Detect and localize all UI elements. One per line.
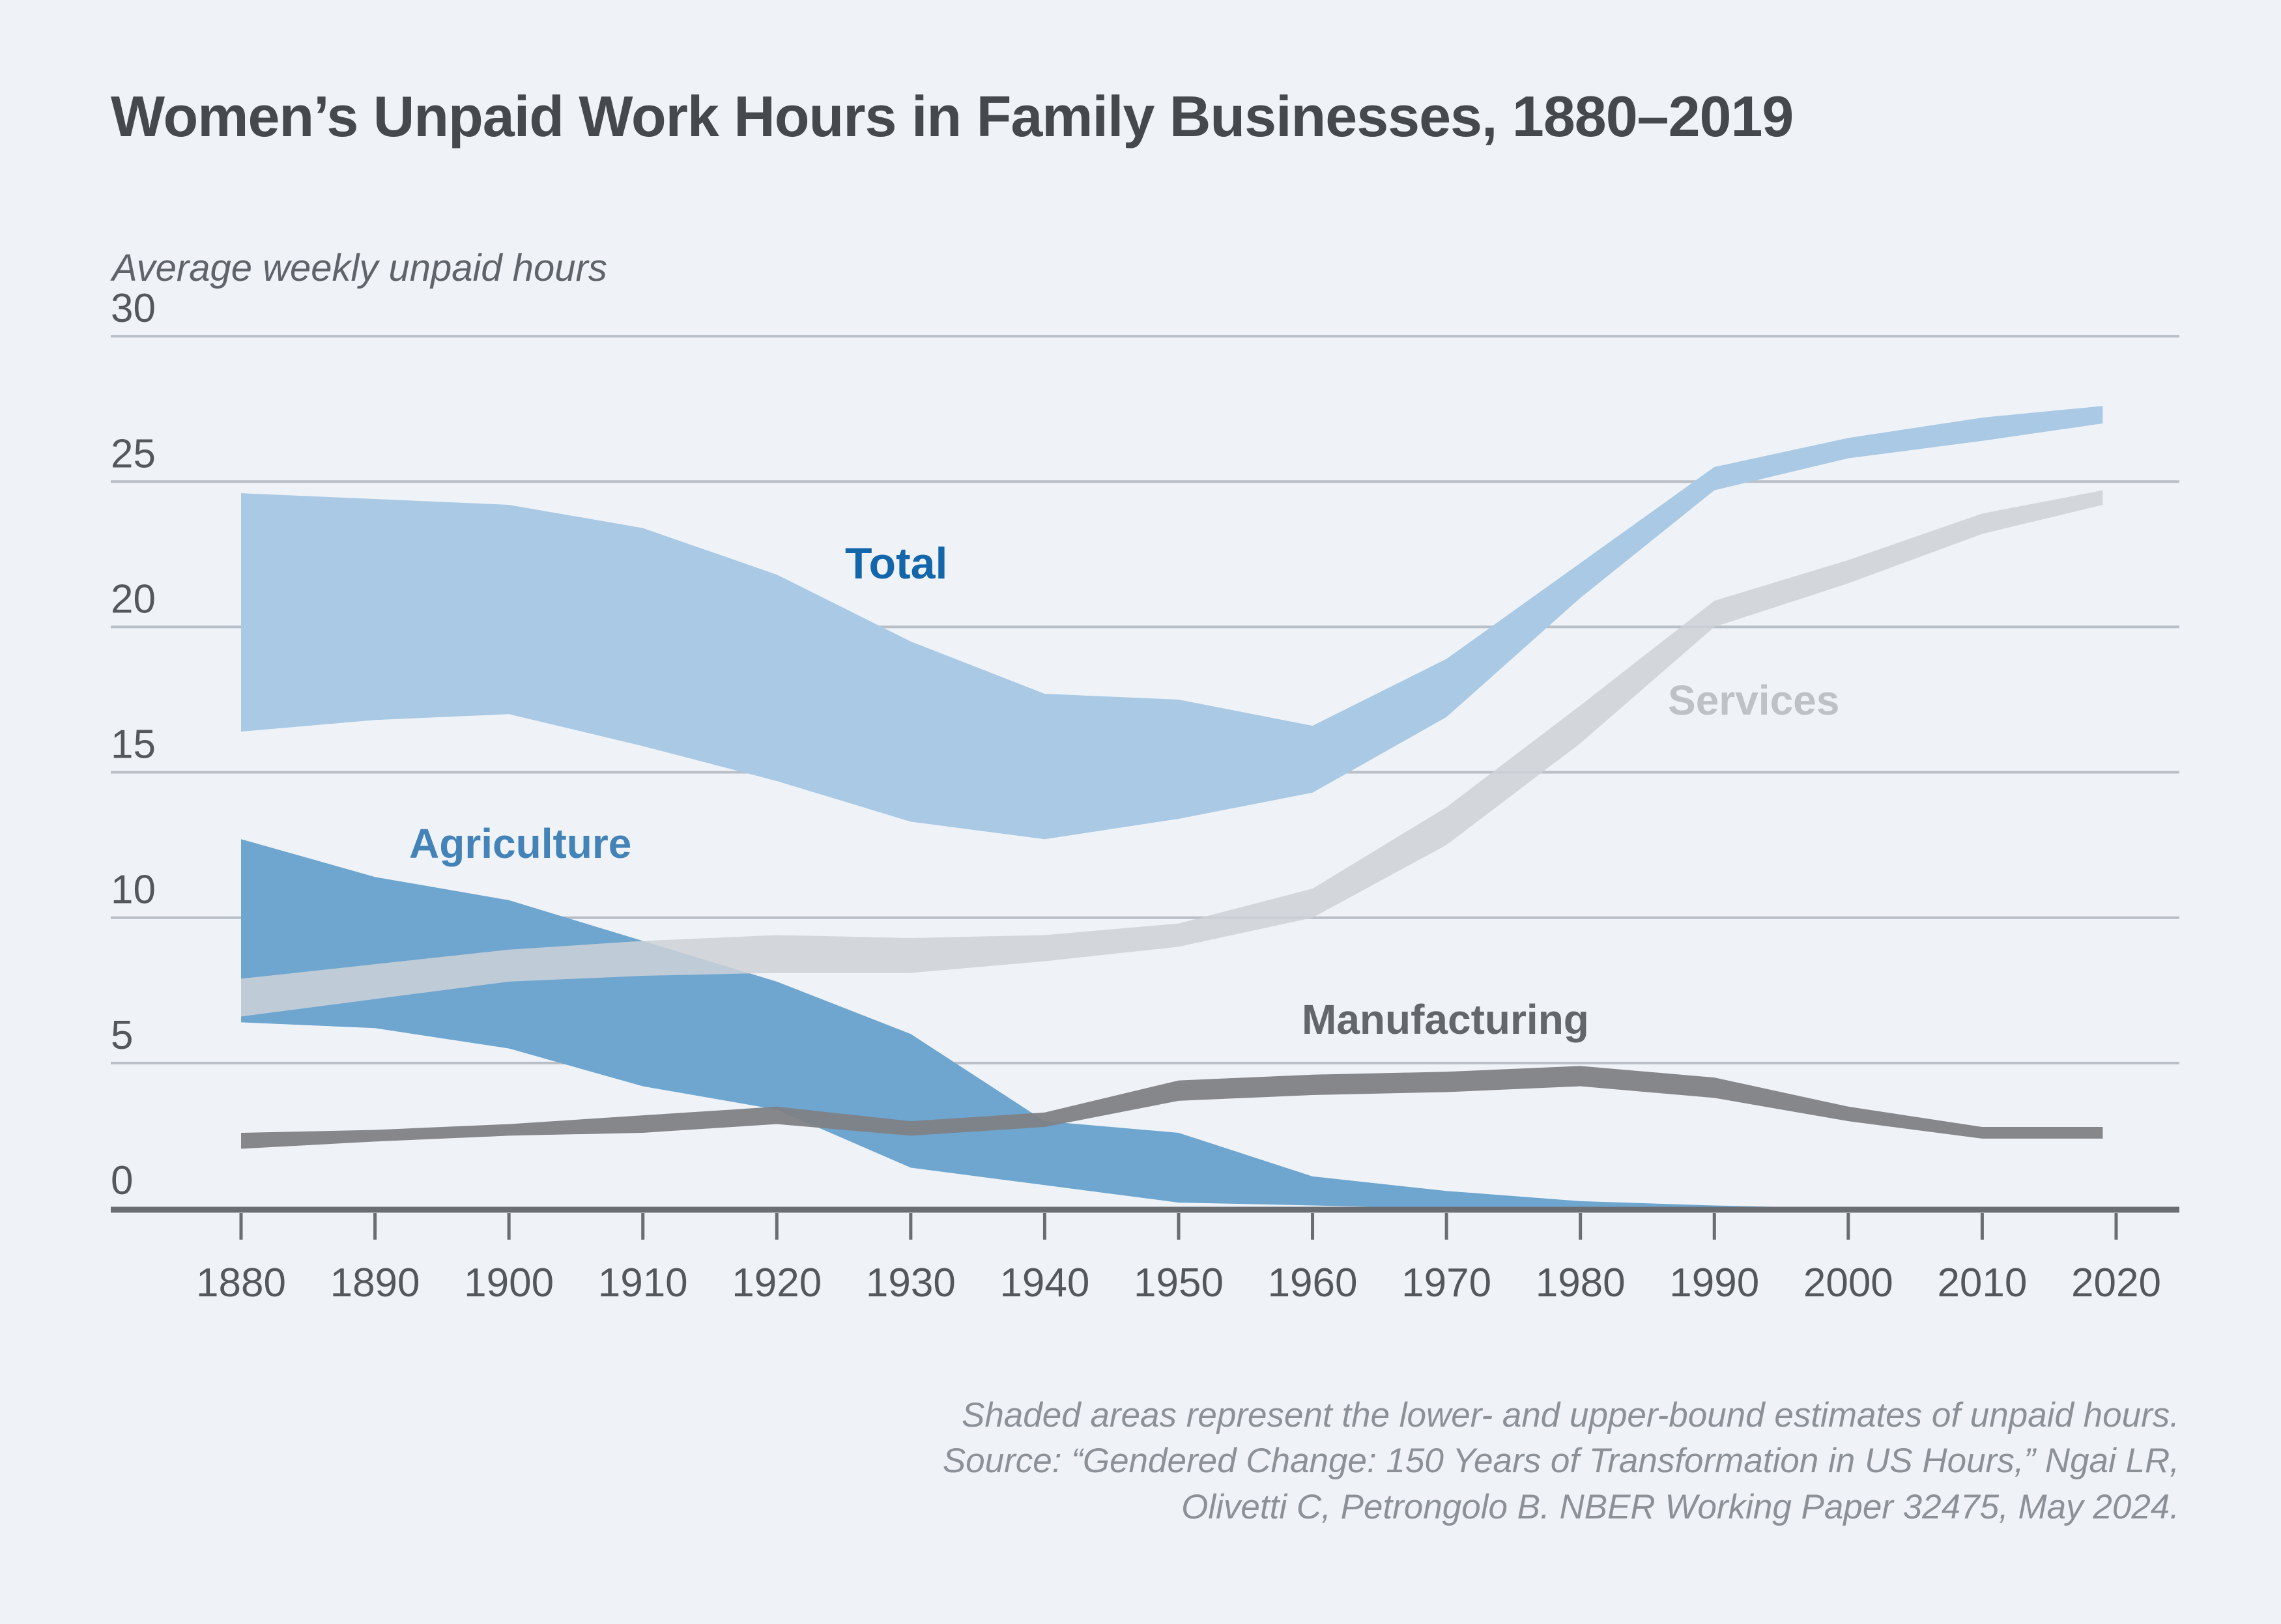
series-label-services: Services bbox=[1668, 677, 1840, 724]
y-tick-label-20: 20 bbox=[111, 577, 156, 621]
x-tick-label-1910: 1910 bbox=[598, 1261, 688, 1305]
chart-title: Women’s Unpaid Work Hours in Family Busi… bbox=[111, 84, 1794, 149]
agriculture-band bbox=[241, 839, 2103, 1208]
x-tick-label-1920: 1920 bbox=[732, 1261, 822, 1305]
x-tick-label-1890: 1890 bbox=[330, 1261, 420, 1305]
y-tick-label-15: 15 bbox=[111, 722, 156, 767]
source-note-line3: Olivetti C, Petrongolo B. NBER Working P… bbox=[1181, 1487, 2179, 1526]
total-band bbox=[241, 406, 2103, 840]
x-tick-label-2010: 2010 bbox=[1937, 1261, 2027, 1305]
y-tick-label-30: 30 bbox=[111, 286, 156, 331]
series-label-agriculture: Agriculture bbox=[409, 820, 632, 867]
y-tick-label-0: 0 bbox=[111, 1158, 133, 1203]
y-tick-label-5: 5 bbox=[111, 1013, 133, 1058]
series-label-total: Total bbox=[845, 539, 948, 588]
x-tick-label-1950: 1950 bbox=[1134, 1261, 1224, 1305]
services-band bbox=[241, 490, 2103, 1017]
source-note-line2: Source: “Gendered Change: 150 Years of T… bbox=[942, 1442, 2179, 1481]
x-tick-label-1940: 1940 bbox=[999, 1261, 1089, 1305]
x-tick-label-1930: 1930 bbox=[866, 1261, 956, 1305]
y-tick-label-25: 25 bbox=[111, 431, 156, 476]
x-tick-label-1880: 1880 bbox=[196, 1261, 286, 1305]
x-tick-label-2000: 2000 bbox=[1803, 1261, 1893, 1305]
x-tick-label-1970: 1970 bbox=[1401, 1261, 1491, 1305]
source-note-line1: Shaded areas represent the lower- and up… bbox=[961, 1396, 2179, 1434]
y-tick-label-10: 10 bbox=[111, 868, 156, 913]
x-tick-label-1990: 1990 bbox=[1669, 1261, 1759, 1305]
x-tick-label-2020: 2020 bbox=[2071, 1261, 2161, 1305]
source-note: Shaded areas represent the lower- and up… bbox=[943, 1393, 2179, 1530]
y-axis-title: Average weekly unpaid hours bbox=[112, 247, 607, 289]
x-tick-label-1960: 1960 bbox=[1268, 1261, 1358, 1305]
series-label-manufacturing: Manufacturing bbox=[1302, 996, 1589, 1043]
x-tick-label-1980: 1980 bbox=[1536, 1261, 1626, 1305]
x-tick-label-1900: 1900 bbox=[464, 1261, 554, 1305]
manufacturing-band bbox=[241, 1066, 2103, 1149]
